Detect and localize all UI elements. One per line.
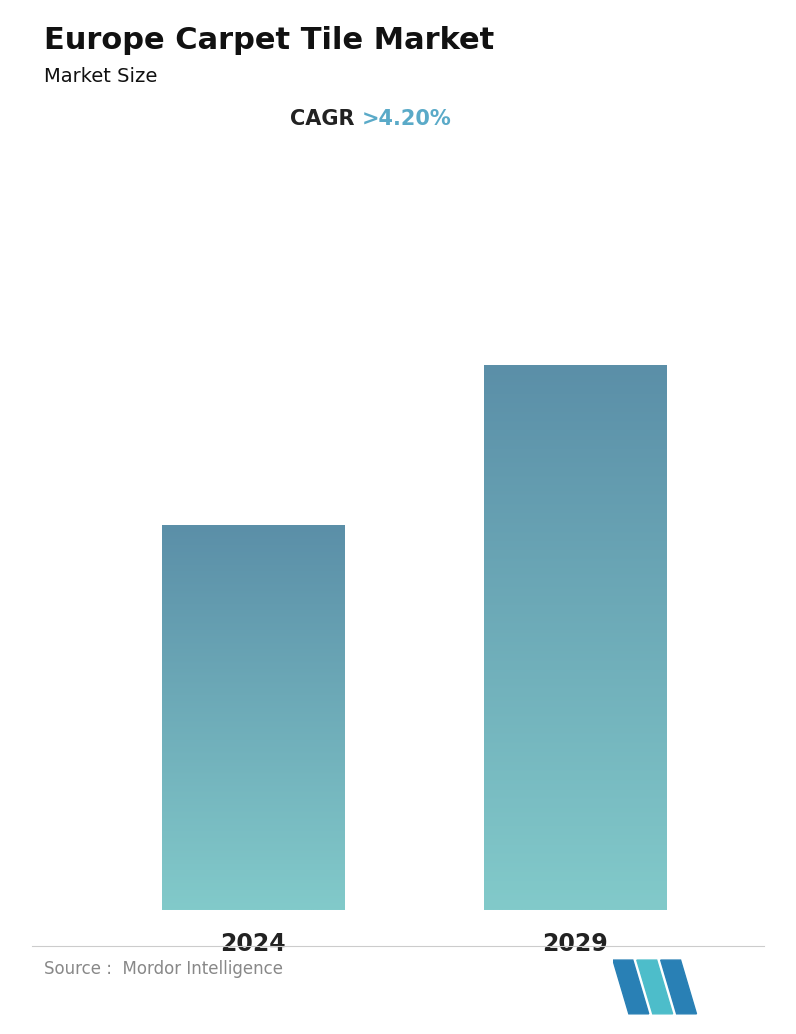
Text: CAGR: CAGR (291, 109, 362, 128)
Text: >4.20%: >4.20% (362, 109, 452, 128)
Polygon shape (613, 960, 649, 1013)
Text: Europe Carpet Tile Market: Europe Carpet Tile Market (44, 26, 494, 55)
Polygon shape (661, 960, 696, 1013)
Text: Market Size: Market Size (44, 67, 157, 86)
Polygon shape (637, 960, 673, 1013)
Text: 2024: 2024 (220, 933, 286, 956)
Text: 2029: 2029 (542, 933, 608, 956)
Text: Source :  Mordor Intelligence: Source : Mordor Intelligence (44, 960, 283, 977)
